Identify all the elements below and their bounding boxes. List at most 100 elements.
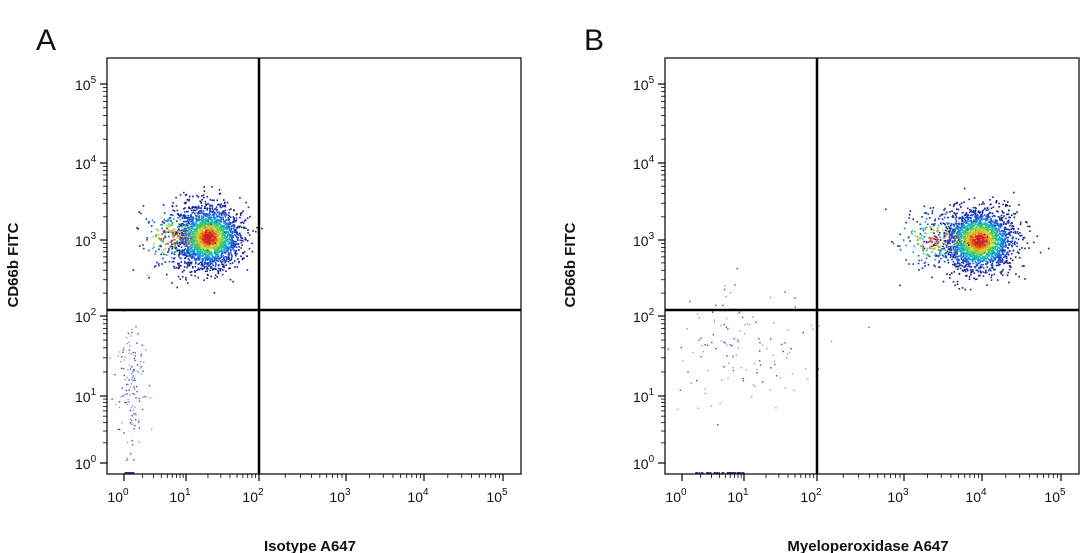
event-dot <box>128 401 130 403</box>
event-dot <box>197 244 200 246</box>
event-dot <box>1020 234 1023 237</box>
event-dot <box>214 230 217 233</box>
event-dot <box>1008 205 1011 207</box>
event-dot <box>195 236 197 239</box>
event-dot <box>1014 243 1016 246</box>
event-dot <box>985 258 988 260</box>
event-dot <box>911 229 913 232</box>
event-dot <box>132 423 134 425</box>
event-dot <box>181 250 183 253</box>
event-dot <box>946 229 949 231</box>
event-dot <box>897 245 899 247</box>
event-dot <box>971 233 974 236</box>
event-dot <box>942 213 944 216</box>
event-dot <box>965 275 967 277</box>
event-dot <box>996 248 999 251</box>
event-dot <box>907 236 910 239</box>
event-dot <box>212 268 214 270</box>
event-dot <box>186 239 189 241</box>
event-dot <box>187 265 189 267</box>
event-dot <box>206 213 208 215</box>
event-dot <box>1006 239 1009 241</box>
event-dot <box>211 224 214 226</box>
event-dot <box>226 230 228 233</box>
event-dot <box>966 268 968 270</box>
event-dot <box>252 230 254 232</box>
event-dot <box>215 254 217 256</box>
event-dot <box>122 368 125 370</box>
event-dot <box>951 210 953 212</box>
event-dot <box>198 262 200 265</box>
event-dot <box>204 242 206 244</box>
event-dot <box>219 231 222 234</box>
event-dot <box>239 212 242 215</box>
event-dot <box>186 199 189 201</box>
event-dot <box>1015 237 1017 240</box>
event-dot <box>961 217 963 220</box>
event-dot <box>184 211 186 213</box>
event-dot <box>187 220 189 222</box>
event-dot <box>986 227 989 229</box>
event-dot <box>978 226 981 229</box>
event-dot <box>970 209 973 212</box>
event-dot <box>160 245 162 248</box>
event-dot <box>986 214 988 216</box>
event-dot <box>178 228 180 230</box>
event-dot <box>185 239 187 242</box>
event-dot <box>996 231 999 234</box>
event-dot <box>213 245 216 247</box>
event-dot <box>118 351 121 353</box>
event-dot <box>948 232 951 235</box>
event-dot <box>918 259 920 262</box>
event-dot <box>234 260 236 262</box>
event-dot <box>939 245 942 248</box>
event-dot <box>936 236 938 239</box>
event-dot <box>902 239 905 241</box>
event-dot <box>221 241 223 244</box>
event-dot <box>227 224 230 226</box>
event-dot <box>173 257 176 259</box>
event-dot <box>223 214 226 216</box>
event-dot <box>138 419 140 421</box>
event-dot <box>214 274 217 276</box>
event-dot <box>221 230 224 232</box>
event-dot <box>143 395 146 398</box>
event-dot <box>986 235 989 238</box>
event-dot <box>191 235 194 237</box>
event-dot <box>197 256 199 259</box>
event-dot <box>209 238 211 240</box>
event-dot <box>194 223 196 226</box>
event-dot <box>981 213 984 215</box>
event-dot <box>962 224 965 226</box>
event-dot <box>1003 256 1005 259</box>
event-dot <box>969 214 972 217</box>
event-dot <box>213 222 216 225</box>
event-dot <box>194 209 197 212</box>
event-dot <box>927 263 930 266</box>
event-dot <box>180 230 182 232</box>
event-dot <box>202 245 205 248</box>
event-dot <box>945 226 948 229</box>
event-dot <box>220 212 223 215</box>
event-dot <box>996 242 999 245</box>
event-dot <box>224 261 226 264</box>
event-dot <box>221 226 224 228</box>
event-dot <box>191 252 193 255</box>
event-dot <box>230 225 233 228</box>
event-dot <box>202 216 205 218</box>
event-dot <box>133 377 135 379</box>
event-dot <box>1007 232 1010 235</box>
event-dot <box>209 231 211 234</box>
event-dot <box>185 220 188 223</box>
event-dot <box>1000 214 1003 217</box>
event-dot <box>127 383 129 386</box>
event-dot <box>1001 216 1004 219</box>
event-dot <box>923 247 926 250</box>
event-dot <box>969 265 972 268</box>
event-dot <box>937 227 939 229</box>
event-dot <box>240 212 243 214</box>
event-dot <box>969 230 972 232</box>
event-dot <box>199 200 201 202</box>
event-dot <box>203 190 206 192</box>
event-dot <box>944 229 947 232</box>
